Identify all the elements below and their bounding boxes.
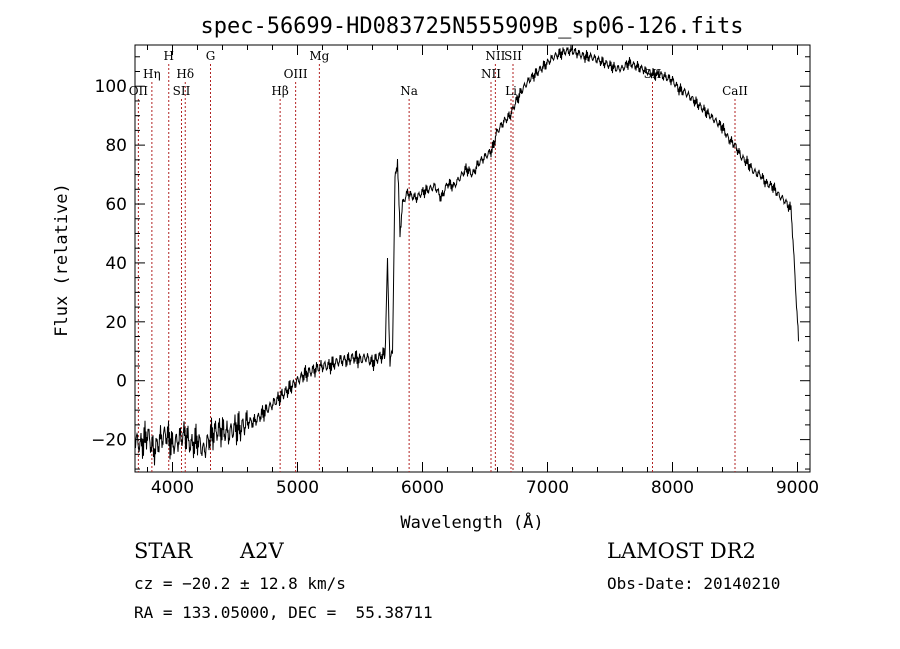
line-label: G (206, 49, 216, 63)
redshift-cz: cz = −20.2 ± 12.8 km/s (134, 574, 346, 593)
line-label: Mg (309, 49, 329, 63)
x-tick-label: 6000 (401, 478, 444, 498)
x-tick-label: 5000 (276, 478, 319, 498)
line-label: OIII (284, 67, 308, 81)
y-axis-label: Flux (relative) (52, 183, 72, 337)
y-tick-label: 80 (105, 136, 127, 156)
plot-frame (134, 44, 811, 473)
y-tick-label: 60 (105, 195, 127, 215)
line-label: CaII (722, 84, 748, 98)
y-tick-label: −20 (91, 431, 127, 451)
x-tick-label: 8000 (651, 478, 694, 498)
line-label: NII (481, 67, 501, 81)
x-tick-label: 7000 (526, 478, 569, 498)
line-label: NII (485, 49, 505, 63)
line-label: Hη (143, 67, 161, 81)
y-tick-label: 100 (95, 77, 127, 97)
line-label: Hβ (271, 84, 288, 98)
x-axis-label: Wavelength (Å) (400, 511, 543, 533)
obs-date: Obs-Date: 20140210 (607, 574, 781, 593)
x-tick-label: 9000 (776, 478, 819, 498)
x-tick-label: 4000 (151, 478, 194, 498)
line-label: Hδ (176, 67, 194, 81)
line-label: Na (400, 84, 418, 98)
line-label: Li (505, 84, 517, 98)
chart-title: spec-56699-HD083725N555909B_sp06-126.fit… (200, 14, 743, 39)
line-label: H (164, 49, 174, 63)
y-tick-label: 0 (116, 372, 127, 392)
y-tick-label: 40 (105, 254, 127, 274)
line-label: SII (504, 49, 522, 63)
line-label: SII (173, 84, 191, 98)
line-label: OII (129, 84, 149, 98)
y-tick-label: 20 (105, 313, 127, 333)
object-class: STAR (134, 539, 193, 563)
object-subclass: A2V (240, 539, 284, 563)
spectrum-series-line (134, 45, 799, 466)
ra-dec: RA = 133.05000, DEC = 55.38711 (134, 603, 433, 622)
survey-name: LAMOST DR2 (607, 539, 756, 563)
